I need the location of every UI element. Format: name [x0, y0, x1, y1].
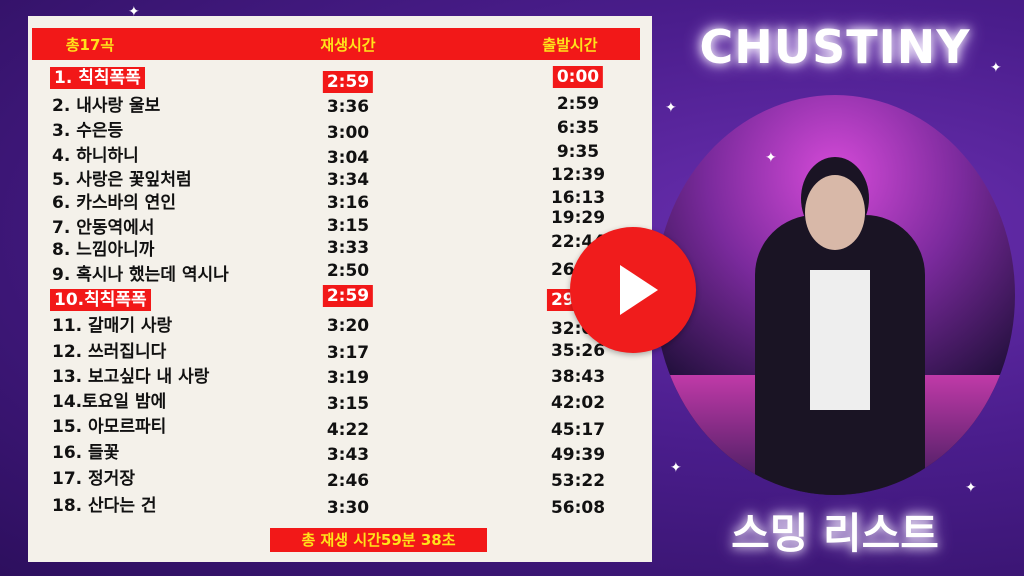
track-title: 8. 느낌아니까: [52, 240, 155, 260]
track-start-time: 38:43: [550, 367, 606, 387]
track-title: 10.칙칙폭폭: [50, 289, 151, 311]
track-duration: 2:46: [326, 471, 370, 491]
sparkle-icon: ✦: [665, 100, 677, 116]
track-title: 12. 쓰러집니다: [52, 342, 167, 362]
track-start-time: 12:39: [550, 165, 606, 185]
singer-photo: [655, 95, 1015, 495]
track-duration: 3:30: [326, 498, 370, 518]
track-duration: 3:19: [326, 368, 370, 388]
track-duration: 3:34: [326, 170, 370, 190]
track-start-time: 56:08: [550, 498, 606, 518]
total-duration: 총 재생 시간59분 38초: [270, 528, 487, 552]
playlist-header: 총17곡 재생시간 출발시간: [32, 28, 640, 60]
sparkle-icon: ✦: [128, 4, 140, 20]
track-title: 14.토요일 밤에: [52, 392, 167, 412]
track-start-time: 42:02: [550, 393, 606, 413]
track-start-time: 6:35: [556, 118, 600, 138]
track-start-time: 45:17: [550, 420, 606, 440]
track-duration: 3:36: [326, 97, 370, 117]
track-duration: 4:22: [326, 420, 370, 440]
track-duration: 3:33: [326, 238, 370, 258]
track-title: 15. 아모르파티: [52, 417, 167, 437]
track-title: 9. 혹시나 했는데 역시나: [52, 265, 229, 285]
sparkle-icon: ✦: [965, 480, 977, 496]
track-duration: 3:15: [326, 216, 370, 236]
play-icon[interactable]: [570, 227, 696, 353]
track-start-time: 0:00: [552, 66, 604, 88]
brand-title: CHUSTINY: [699, 20, 971, 74]
track-start-time: 9:35: [556, 142, 600, 162]
track-duration: 3:43: [326, 445, 370, 465]
track-title: 1. 칙칙폭폭: [50, 67, 145, 89]
track-duration: 3:16: [326, 193, 370, 213]
sparkle-icon: ✦: [670, 460, 682, 476]
track-title: 16. 들꽃: [52, 443, 120, 463]
track-duration: 2:59: [322, 285, 374, 307]
subtitle: 스밍 리스트: [731, 509, 939, 558]
track-title: 4. 하니하니: [52, 146, 139, 166]
sparkle-icon: ✦: [765, 150, 777, 166]
track-duration: 3:17: [326, 343, 370, 363]
track-start-time: 19:29: [550, 208, 606, 228]
track-start-time: 2:59: [556, 94, 600, 114]
track-start-time: 53:22: [550, 471, 606, 491]
track-title: 11. 갈매기 사랑: [52, 316, 173, 336]
track-duration: 3:00: [326, 123, 370, 143]
track-title: 5. 사랑은 꽃잎처럼: [52, 170, 192, 190]
track-start-time: 16:13: [550, 188, 606, 208]
track-title: 18. 산다는 건: [52, 496, 157, 516]
track-title: 3. 수은등: [52, 121, 124, 141]
singer-head: [805, 175, 865, 250]
start-header: 출발시간: [542, 36, 598, 54]
track-start-time: 35:26: [550, 341, 606, 361]
sparkle-icon: ✦: [990, 60, 1002, 76]
track-count: 총17곡: [65, 36, 115, 54]
track-duration: 3:20: [326, 316, 370, 336]
track-title: 17. 정거장: [52, 469, 135, 489]
track-duration: 2:59: [322, 71, 374, 93]
track-start-time: 49:39: [550, 445, 606, 465]
duration-header: 재생시간: [320, 36, 376, 54]
track-title: 13. 보고싶다 내 사랑: [52, 367, 210, 387]
singer-shirt: [810, 270, 870, 410]
track-duration: 3:15: [326, 394, 370, 414]
track-title: 6. 카스바의 연인: [52, 193, 176, 213]
track-duration: 2:50: [326, 261, 370, 281]
track-duration: 3:04: [326, 148, 370, 168]
track-title: 2. 내사랑 울보: [52, 96, 161, 116]
track-title: 7. 안동역에서: [52, 218, 155, 238]
